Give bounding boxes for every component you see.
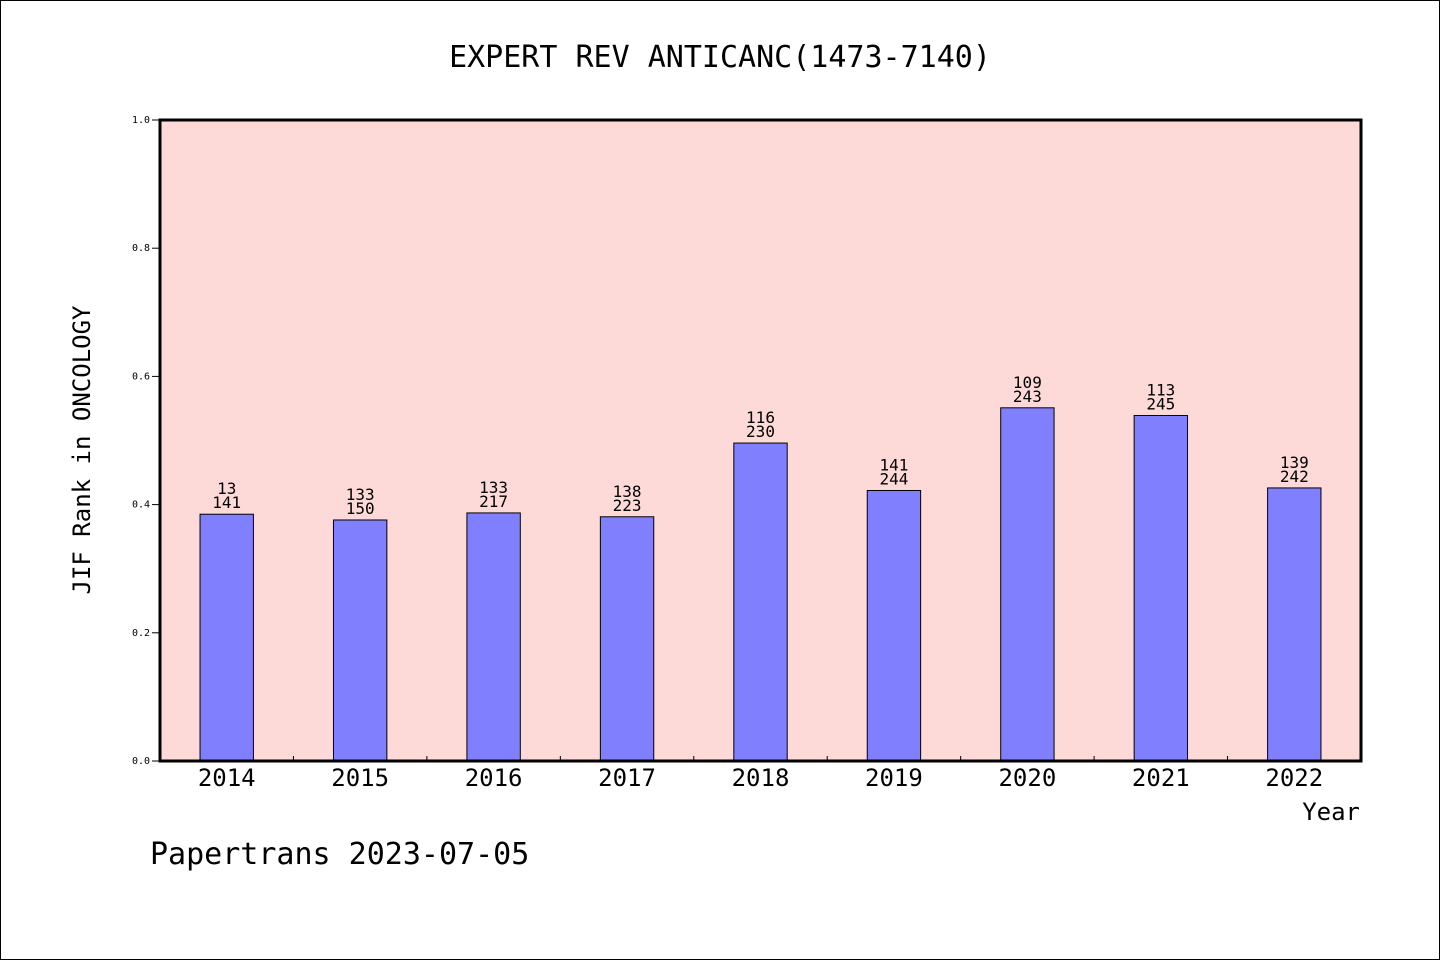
bar-label-top-2021: 113: [1146, 381, 1175, 400]
bar-label-bottom-2018: 230: [746, 422, 775, 441]
bar-2020: [1000, 407, 1055, 762]
bar-label-top-2015: 133: [346, 485, 375, 504]
x-tick-label-2018: 2018: [732, 764, 790, 792]
x-tick-label-2019: 2019: [865, 764, 923, 792]
chart-title: EXPERT REV ANTICANC(1473-7140): [449, 40, 991, 75]
y-tick-label: 1.0: [132, 115, 150, 126]
bar-label-bottom-2021: 245: [1146, 395, 1175, 414]
footer-text: Papertrans 2023-07-05: [150, 837, 529, 872]
bar-2019: [866, 489, 922, 762]
y-axis-label: JIF Rank in ONCOLOGY: [68, 305, 96, 595]
bar-label-top-2022: 139: [1280, 453, 1309, 472]
x-tick-label-2015: 2015: [331, 764, 389, 792]
bar-label-top-2019: 141: [879, 455, 908, 474]
y-tick-label: 0.4: [132, 500, 150, 511]
x-tick-label-2022: 2022: [1265, 764, 1323, 792]
bar-2015: [332, 519, 388, 762]
bar-2022: [1267, 487, 1322, 762]
x-tick-label-2016: 2016: [465, 764, 523, 792]
x-tick-label-2014: 2014: [198, 764, 256, 792]
bar-label-top-2018: 116: [746, 408, 775, 427]
bar-label-bottom-2020: 243: [1013, 387, 1042, 406]
bar-label-top-2020: 109: [1013, 373, 1042, 392]
bar-2014: [199, 513, 254, 762]
x-axis-label: Year: [1302, 798, 1360, 826]
bar-label-top-2014: 13: [217, 479, 236, 498]
y-tick-label: 0.2: [132, 628, 150, 639]
bar-label-bottom-2017: 223: [613, 496, 642, 515]
y-tick-label: 0.6: [132, 371, 150, 382]
bar-2016: [466, 512, 521, 762]
plot-border: [158, 118, 1363, 763]
bar-2018: [733, 442, 788, 762]
x-tick-label-2021: 2021: [1132, 764, 1190, 792]
y-tick-label: 0.8: [132, 243, 150, 254]
bar-2017: [599, 516, 655, 762]
x-tick-label-2017: 2017: [598, 764, 656, 792]
bar-label-bottom-2014: 141: [212, 493, 241, 512]
bar-2021: [1133, 415, 1189, 762]
y-tick-label: 0.0: [132, 756, 150, 767]
bar-label-top-2016: 133: [479, 478, 508, 497]
bar-label-bottom-2019: 244: [879, 469, 908, 488]
bar-label-bottom-2015: 150: [346, 499, 375, 518]
bar-label-top-2017: 138: [613, 482, 642, 501]
bar-label-bottom-2016: 217: [479, 492, 508, 511]
x-tick-label-2020: 2020: [998, 764, 1056, 792]
bar-label-bottom-2022: 242: [1280, 467, 1309, 486]
